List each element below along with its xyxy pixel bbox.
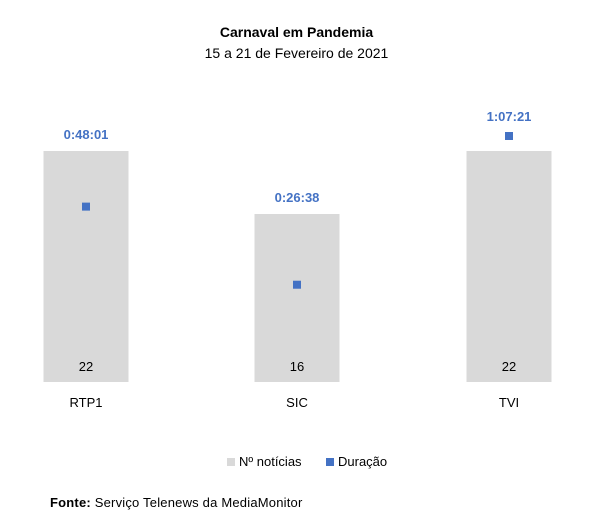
legend-swatch-noticias <box>227 458 235 466</box>
chart-subtitle: 15 a 21 de Fevereiro de 2021 <box>204 45 389 61</box>
chart-title: Carnaval em Pandemia <box>219 24 374 40</box>
legend-label-noticias: Nº notícias <box>239 454 302 469</box>
legend-swatch-duracao <box>326 458 334 466</box>
category-label-rtp1: RTP1 <box>70 395 103 410</box>
duration-marker-tvi <box>505 132 513 140</box>
duration-marker-rtp1 <box>82 202 90 211</box>
labels-layer: 22 RTP1 0:48:01 16 SIC 0:26:38 22 TVI 1:07:21 <box>64 109 532 410</box>
bar-value-label-sic: 16 <box>290 359 304 374</box>
source-text: Serviço Telenews da MediaMonitor <box>94 495 303 510</box>
duration-label-tvi: 1:07:21 <box>487 109 532 124</box>
legend-item-noticias: Nº notícias <box>227 454 302 469</box>
category-label-sic: SIC <box>286 395 308 410</box>
duration-marker-sic <box>293 280 301 289</box>
duration-label-rtp1: 0:48:01 <box>64 127 109 142</box>
legend: Nº notícias Duração <box>227 454 387 469</box>
markers-layer <box>82 132 513 289</box>
bar-tvi <box>466 151 552 382</box>
bars-layer <box>43 151 552 382</box>
source-label: Fonte: <box>50 495 91 510</box>
bar-value-label-rtp1: 22 <box>79 359 93 374</box>
category-label-tvi: TVI <box>499 395 519 410</box>
bar-value-label-tvi: 22 <box>502 359 516 374</box>
legend-label-duracao: Duração <box>338 454 387 469</box>
bar-sic <box>254 214 340 382</box>
legend-item-duracao: Duração <box>326 454 387 469</box>
bar-rtp1 <box>43 151 129 382</box>
source-note: Fonte: Serviço Telenews da MediaMonitor <box>50 495 303 510</box>
duration-label-sic: 0:26:38 <box>275 190 320 205</box>
